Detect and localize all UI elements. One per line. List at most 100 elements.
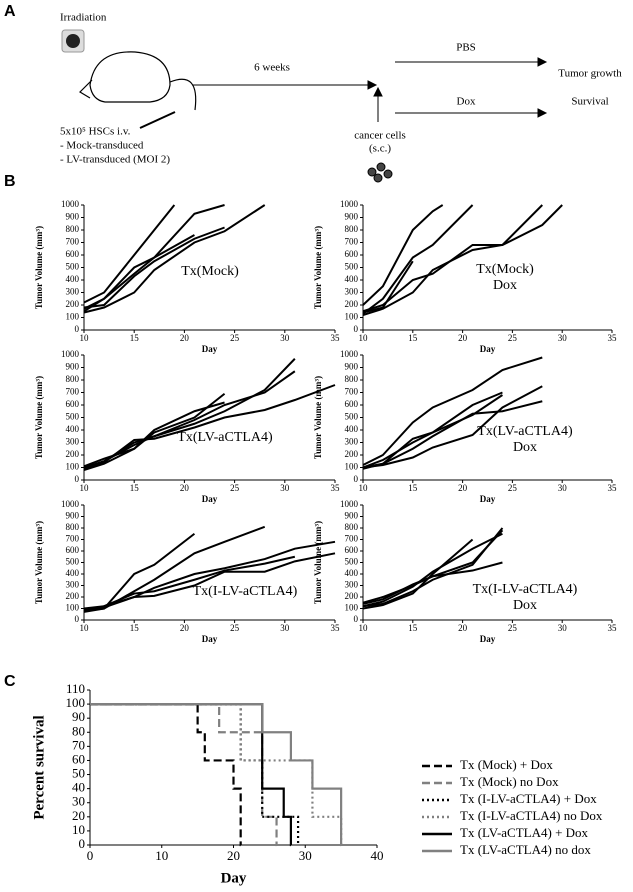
y-tick-label: 300 <box>345 580 359 590</box>
legend-label: Tx (LV-aCTLA4) + Dox <box>460 825 589 840</box>
y-tick-label: 300 <box>345 437 359 447</box>
y-tick-label: 600 <box>345 399 359 409</box>
y-tick-label: 0 <box>79 836 86 851</box>
y-tick-label: 100 <box>66 603 80 613</box>
y-tick-label: 500 <box>66 262 80 272</box>
y-tick-label: 900 <box>345 362 359 372</box>
tumor-curve <box>83 555 296 610</box>
x-tick-label: 35 <box>331 333 341 343</box>
y-tick-label: 100 <box>66 695 86 710</box>
y-tick-label: 50 <box>72 766 85 781</box>
x-tick-label: 30 <box>299 848 312 863</box>
x-tick-label: 10 <box>80 623 90 633</box>
y-tick-label: 100 <box>66 462 80 472</box>
y-tick-label: 900 <box>66 212 80 222</box>
y-tick-label: 700 <box>345 534 359 544</box>
x-tick-label: 20 <box>458 623 468 633</box>
panel-label: C <box>4 673 16 690</box>
y-tick-label: 600 <box>345 249 359 259</box>
tumor-curve <box>83 204 176 304</box>
label: - LV-transduced (MOI 2) <box>60 154 170 166</box>
y-tick-label: 0 <box>75 324 80 334</box>
y-tick-label: 200 <box>345 591 359 601</box>
y-tick-label: 900 <box>345 212 359 222</box>
y-tick-label: 600 <box>345 545 359 555</box>
y-tick-label: 900 <box>345 511 359 521</box>
panel-label: A <box>4 3 16 20</box>
x-tick-label: 10 <box>155 848 168 863</box>
chart-label: Tx(LV-aCTLA4) <box>177 430 273 445</box>
x-tick-label: 20 <box>227 848 240 863</box>
tumor-curve <box>362 400 543 470</box>
y-tick-label: 400 <box>345 568 359 578</box>
x-tick-label: 25 <box>230 623 240 633</box>
tumor-curve <box>362 204 563 313</box>
chart-label: Dox <box>513 440 537 455</box>
tumor-curve <box>362 260 414 314</box>
y-tick-label: 200 <box>345 449 359 459</box>
tumor-curve <box>83 532 196 612</box>
chart-label: Dox <box>513 598 537 613</box>
survival-curve <box>90 702 292 847</box>
survival-curve <box>90 702 343 847</box>
x-axis-label: Day <box>202 634 218 644</box>
x-tick-label: 40 <box>371 848 384 863</box>
y-tick-label: 600 <box>66 545 80 555</box>
y-tick-label: 20 <box>72 808 85 823</box>
y-tick-label: 400 <box>345 424 359 434</box>
y-tick-label: 800 <box>345 224 359 234</box>
y-axis-label: Tumor Volume (mm³) <box>313 226 323 309</box>
y-tick-label: 200 <box>66 449 80 459</box>
y-tick-label: 1000 <box>340 199 359 209</box>
y-tick-label: 900 <box>66 362 80 372</box>
chart-label: Tx(I-LV-aCTLA4) <box>473 582 578 597</box>
y-tick-label: 1000 <box>61 199 80 209</box>
label: Tumor growth <box>558 68 622 80</box>
label: Dox <box>457 96 476 108</box>
x-tick-label: 15 <box>130 483 140 493</box>
x-tick-label: 30 <box>558 623 568 633</box>
label: 5x10⁵ HSCs i.v. <box>60 126 131 138</box>
y-tick-label: 400 <box>66 568 80 578</box>
x-axis-label: Day <box>480 634 496 644</box>
y-tick-label: 500 <box>345 557 359 567</box>
y-tick-label: 40 <box>72 780 85 795</box>
legend-label: Tx (I-LV-aCTLA4) + Dox <box>460 791 597 806</box>
y-tick-label: 200 <box>66 591 80 601</box>
y-tick-label: 30 <box>72 794 85 809</box>
x-tick-label: 30 <box>280 333 290 343</box>
y-tick-label: 400 <box>66 424 80 434</box>
x-tick-label: 10 <box>80 483 90 493</box>
x-axis-label: Day <box>202 494 218 504</box>
x-tick-label: 20 <box>458 483 468 493</box>
y-axis-label: Percent survival <box>31 715 47 819</box>
tumor-curve <box>362 394 503 469</box>
y-tick-label: 800 <box>345 374 359 384</box>
x-axis-label: Day <box>202 344 218 354</box>
tumor-curve <box>83 234 195 310</box>
y-tick-label: 600 <box>66 399 80 409</box>
y-tick-label: 400 <box>345 274 359 284</box>
x-tick-label: 35 <box>331 623 341 633</box>
x-tick-label: 30 <box>558 333 568 343</box>
y-tick-label: 800 <box>66 522 80 532</box>
survival-curve <box>90 702 343 847</box>
survival-curve <box>90 702 278 847</box>
x-tick-label: 15 <box>130 333 140 343</box>
y-axis-label: Tumor Volume (mm³) <box>313 376 323 459</box>
y-tick-label: 1000 <box>61 499 80 509</box>
chart-label: Tx(LV-aCTLA4) <box>477 424 573 439</box>
y-tick-label: 60 <box>72 751 85 766</box>
x-tick-label: 30 <box>280 483 290 493</box>
label: Irradiation <box>60 12 107 24</box>
label: - Mock-transduced <box>60 140 144 152</box>
y-tick-label: 1000 <box>340 349 359 359</box>
x-tick-label: 25 <box>508 623 518 633</box>
y-tick-label: 800 <box>66 374 80 384</box>
x-tick-label: 15 <box>408 483 418 493</box>
y-tick-label: 90 <box>72 709 85 724</box>
y-tick-label: 100 <box>345 462 359 472</box>
legend-label: Tx (I-LV-aCTLA4) no Dox <box>460 808 603 823</box>
legend-label: Tx (Mock) + Dox <box>460 757 553 772</box>
schematic <box>61 29 548 183</box>
